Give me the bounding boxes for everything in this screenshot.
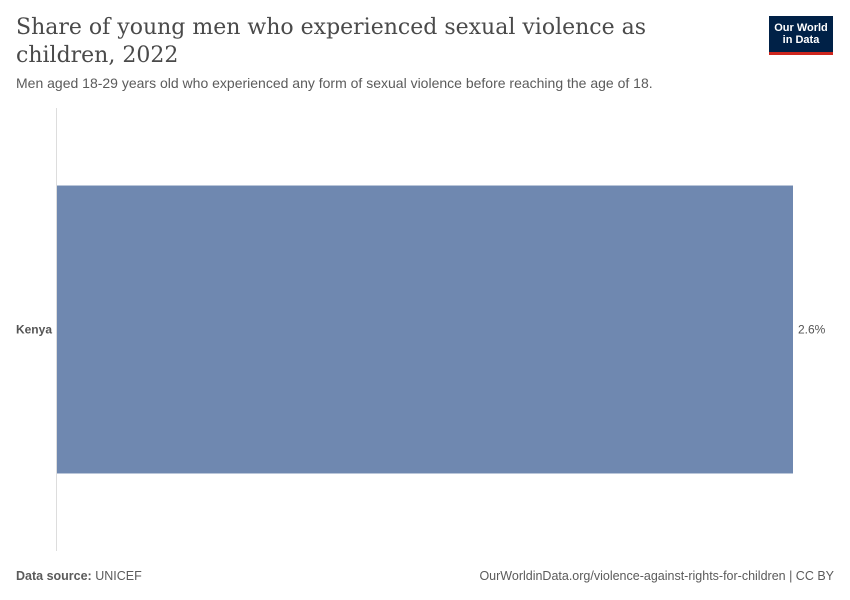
chart-subtitle: Men aged 18-29 years old who experienced… bbox=[16, 75, 653, 91]
chart-title: Share of young men who experienced sexua… bbox=[16, 15, 647, 68]
source-value[interactable]: UNICEF bbox=[95, 569, 142, 583]
footer-url[interactable]: OurWorldinData.org/violence-against-righ… bbox=[479, 569, 834, 583]
category-label-kenya: Kenya bbox=[16, 323, 52, 337]
source-label: Data source: bbox=[16, 569, 92, 583]
owid-logo[interactable]: Our World in Data bbox=[769, 16, 833, 55]
logo-line-1: Our World bbox=[774, 22, 828, 34]
bars-group: Kenya 2.6% bbox=[16, 185, 826, 474]
footer-source: Data source: UNICEF bbox=[16, 569, 142, 583]
bar-kenya[interactable] bbox=[57, 185, 793, 474]
value-label-kenya: 2.6% bbox=[798, 323, 826, 337]
logo-line-2: in Data bbox=[782, 34, 820, 46]
bar-chart: Kenya 2.6% bbox=[16, 108, 826, 551]
